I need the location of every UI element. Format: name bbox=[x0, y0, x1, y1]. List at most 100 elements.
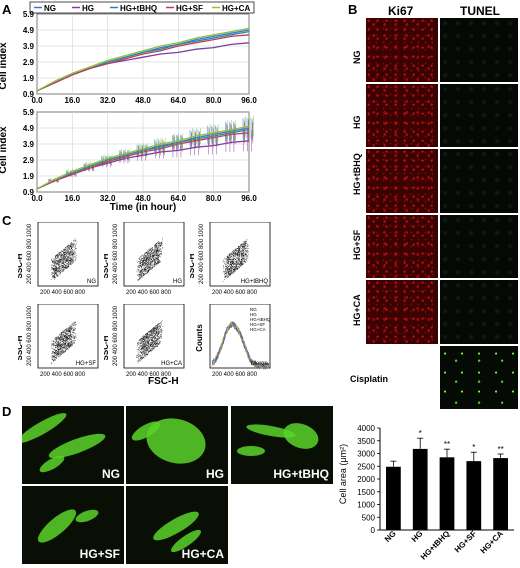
bar-4 bbox=[493, 458, 508, 530]
flow-yticks-0: 200 400 600 800 1000 bbox=[27, 223, 33, 284]
cell-shape-1-0 bbox=[146, 418, 206, 464]
cell-image-4: HG+CA bbox=[126, 486, 228, 564]
cell-image-label-0: NG bbox=[102, 467, 120, 481]
bot-series-hgca bbox=[36, 125, 250, 190]
merge-curve-4 bbox=[211, 321, 270, 370]
bar-ytick-1: 500 bbox=[362, 513, 376, 522]
bar-ylabel: Cell area (μm²) bbox=[338, 444, 348, 504]
merge-curve-3 bbox=[211, 321, 270, 370]
row-label-ng: NG bbox=[352, 50, 362, 64]
flow-ylabel-0: SSC-H bbox=[18, 253, 24, 278]
cell-shape-4-0 bbox=[153, 511, 199, 541]
flow-plot-0: NG SSC-H 200 400 600 800 1000 200 400 600 8… bbox=[18, 222, 99, 296]
flow-dots-0 bbox=[50, 238, 77, 280]
top-ytick-3: 3.9 bbox=[23, 42, 35, 51]
bar-1 bbox=[412, 448, 428, 530]
tunel-image-2 bbox=[440, 149, 518, 213]
bot-xtick-3: 48.0 bbox=[135, 194, 151, 203]
merge-legend-3: HG+SF bbox=[250, 322, 265, 327]
ki67-image-4 bbox=[366, 280, 438, 344]
panel-a-xlabel: Time (in hour) bbox=[110, 202, 176, 212]
flow-xticks-1: 200 400 600 800 bbox=[126, 290, 172, 296]
cell-image-0: NG bbox=[22, 406, 124, 484]
cell-image-3: HG+SF bbox=[22, 486, 124, 564]
ki67-image-3 bbox=[366, 214, 438, 278]
bot-xtick-4: 64.0 bbox=[171, 194, 187, 203]
cell-shape-1-1 bbox=[131, 421, 161, 441]
bot-ytick-3: 3.9 bbox=[23, 140, 35, 149]
flow-dots-2 bbox=[222, 239, 249, 282]
bot-xtick-2: 32.0 bbox=[100, 194, 116, 203]
tunel-image-0 bbox=[440, 18, 518, 82]
bot-ytick-5: 5.9 bbox=[23, 108, 35, 117]
merge-legend-2: HG+tBHQ bbox=[250, 317, 271, 322]
bar-ytick-8: 4000 bbox=[357, 424, 375, 433]
tunel-image-4 bbox=[440, 280, 518, 344]
bar-category-1: HG bbox=[410, 529, 425, 544]
panel-a-legend bbox=[29, 1, 255, 14]
flow-plot-label-0: NG bbox=[87, 279, 96, 285]
bot-series-hgsf bbox=[36, 132, 250, 190]
legend-label-3: HG+SF bbox=[176, 4, 203, 13]
bar-ytick-5: 2500 bbox=[357, 462, 375, 471]
bot-xtick-6: 96.0 bbox=[241, 194, 257, 203]
panel-label-a: A bbox=[2, 2, 12, 17]
ki67-image-0 bbox=[366, 18, 438, 82]
panel-a-ylabel-top: Cell index bbox=[0, 42, 9, 90]
bar-3 bbox=[466, 461, 482, 530]
bot-xtick-5: 80.0 bbox=[206, 194, 222, 203]
panel-a-chart: NG HG HG+tBHQ HG+SF HG+CA 0.9 1.9 2.9 3.9 4.9 5.9… bbox=[0, 1, 257, 212]
legend-label-0: NG bbox=[44, 4, 56, 13]
cell-image-label-1: HG bbox=[206, 467, 224, 481]
col-header-ki67: Ki67 bbox=[388, 4, 414, 18]
flow-dots-1 bbox=[136, 237, 164, 281]
bot-ytick-2: 2.9 bbox=[23, 156, 35, 165]
counts-label: Counts bbox=[195, 324, 204, 352]
cell-shape-0-0 bbox=[22, 413, 67, 443]
panel-label-b: B bbox=[348, 2, 358, 17]
panel-label-d: D bbox=[2, 404, 12, 419]
cell-shape-2-0 bbox=[283, 423, 319, 449]
top-ytick-2: 2.9 bbox=[23, 58, 35, 67]
bot-xtick-0: 0.0 bbox=[31, 194, 43, 203]
flow-xticks-4: 200 400 600 800 bbox=[126, 372, 172, 378]
panel-a-ylabel-bottom: Cell index bbox=[0, 126, 9, 174]
bar-sig-1: * bbox=[419, 429, 422, 438]
cell-image-label-2: HG+tBHQ bbox=[273, 467, 329, 481]
top-xtick-2: 32.0 bbox=[100, 96, 116, 105]
cell-shape-0-2 bbox=[39, 455, 65, 473]
cell-image-label-4: HG+CA bbox=[181, 547, 224, 561]
cell-image-1: HG bbox=[126, 406, 228, 484]
cell-shape-3-1 bbox=[75, 509, 99, 523]
flow-dots-3 bbox=[50, 321, 77, 364]
flow-yticks-4: 200 400 600 800 1000 bbox=[113, 305, 119, 366]
flow-dots-4 bbox=[136, 320, 164, 364]
row-label-hgca: HG+CA bbox=[352, 293, 362, 326]
merge-legend-4: HG+CA bbox=[250, 327, 266, 332]
top-series-hgca bbox=[36, 27, 250, 92]
flow-plot-label-2: HG+tBHQ bbox=[241, 279, 269, 285]
flow-yticks-2: 200 400 600 800 1000 bbox=[199, 223, 205, 284]
cell-shape-2-1 bbox=[246, 424, 296, 438]
row-label-hgtbhq: HG+tBHQ bbox=[352, 152, 362, 195]
merge-legend-0: NG bbox=[250, 307, 257, 312]
bot-ytick-0: 0.9 bbox=[23, 188, 35, 197]
top-xtick-6: 96.0 bbox=[241, 96, 257, 105]
panel-c-xlabel: FSC-H bbox=[148, 376, 179, 387]
bar-sig-2: ** bbox=[444, 440, 450, 449]
bar-ytick-6: 3000 bbox=[357, 450, 375, 459]
top-xtick-1: 16.0 bbox=[65, 96, 81, 105]
top-ytick-4: 4.9 bbox=[23, 26, 35, 35]
legend-label-1: HG bbox=[82, 4, 94, 13]
cell-shape-2-2 bbox=[237, 446, 265, 456]
flow-ylabel-2: SSC-H bbox=[190, 253, 196, 278]
flow-ylabel-3: SSC-H bbox=[18, 335, 24, 360]
ki67-image-1 bbox=[366, 83, 438, 147]
top-ytick-0: 0.9 bbox=[23, 90, 35, 99]
flow-xticks-merge: 200 400 600 800 bbox=[212, 372, 258, 378]
flow-ylabel-1: SSC-H bbox=[104, 253, 110, 278]
bar-category-0: NG bbox=[383, 529, 398, 544]
tunel-image-3 bbox=[440, 214, 518, 278]
